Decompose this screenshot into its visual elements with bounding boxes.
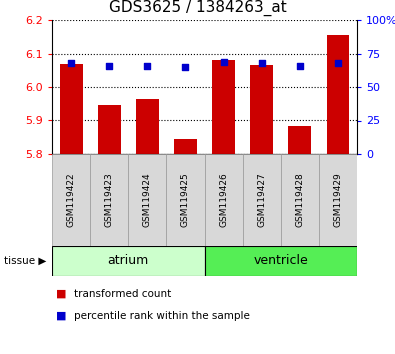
Bar: [205, 154, 243, 246]
Point: [297, 63, 303, 68]
Point: [258, 60, 265, 66]
Text: ventricle: ventricle: [253, 255, 308, 268]
Bar: [205, 246, 357, 276]
Text: ■: ■: [56, 289, 66, 299]
Bar: [90, 154, 128, 246]
Point: [220, 59, 227, 64]
Bar: [174, 139, 197, 154]
Bar: [128, 154, 166, 246]
Bar: [98, 105, 120, 154]
Point: [182, 64, 188, 70]
Bar: [52, 154, 90, 246]
Point: [106, 63, 112, 68]
Bar: [166, 154, 205, 246]
Bar: [319, 154, 357, 246]
Bar: [250, 65, 273, 154]
Text: tissue ▶: tissue ▶: [4, 256, 46, 266]
Text: GDS3625 / 1384263_at: GDS3625 / 1384263_at: [109, 0, 286, 16]
Text: GSM119426: GSM119426: [219, 173, 228, 227]
Text: GSM119422: GSM119422: [67, 173, 75, 227]
Text: GSM119428: GSM119428: [295, 173, 304, 227]
Bar: [60, 64, 83, 154]
Point: [335, 60, 341, 66]
Text: GSM119425: GSM119425: [181, 173, 190, 227]
Bar: [52, 246, 205, 276]
Text: GSM119423: GSM119423: [105, 173, 114, 227]
Text: percentile rank within the sample: percentile rank within the sample: [74, 311, 250, 321]
Text: GSM119424: GSM119424: [143, 173, 152, 227]
Text: GSM119429: GSM119429: [333, 173, 342, 227]
Bar: [281, 154, 319, 246]
Bar: [212, 60, 235, 154]
Text: transformed count: transformed count: [74, 289, 171, 299]
Bar: [136, 99, 159, 154]
Bar: [243, 154, 281, 246]
Text: atrium: atrium: [107, 255, 149, 268]
Point: [144, 63, 150, 68]
Bar: [327, 35, 349, 154]
Bar: [288, 126, 311, 154]
Text: ■: ■: [56, 311, 66, 321]
Point: [68, 60, 74, 66]
Text: GSM119427: GSM119427: [257, 173, 266, 227]
